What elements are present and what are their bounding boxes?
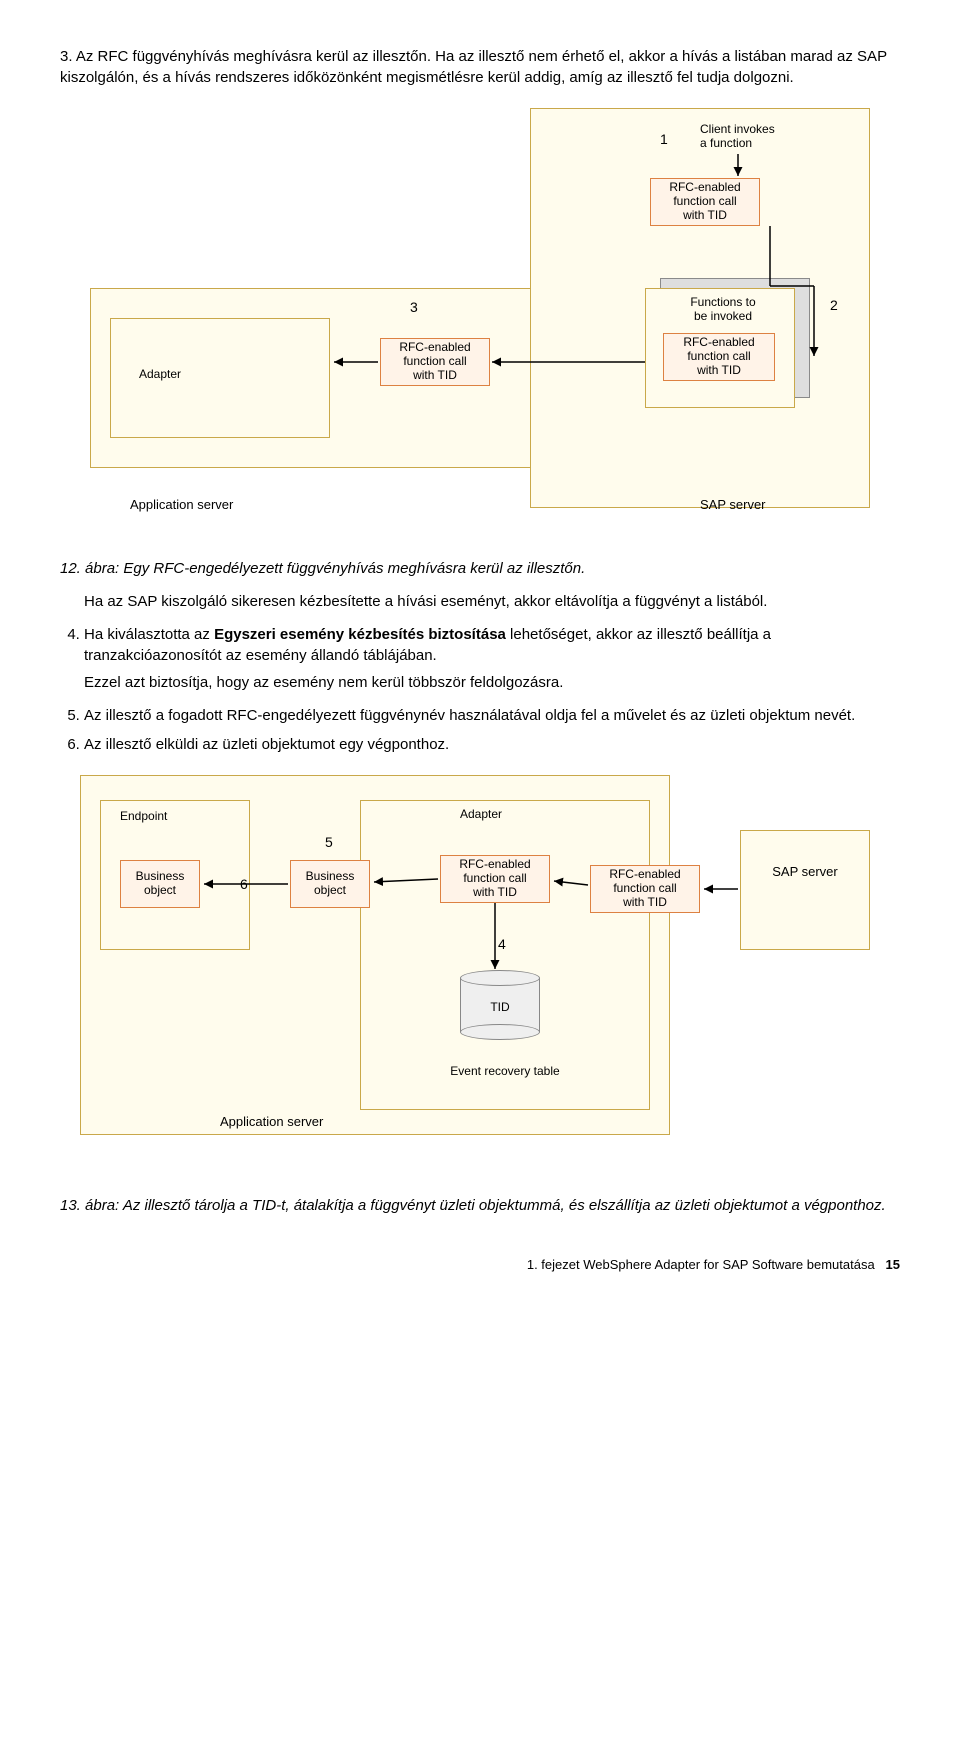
para-intro-text: Az RFC függvényhívás meghívásra kerül az…	[60, 48, 887, 86]
list-item-6: Az illesztő elküldi az üzleti objektumot…	[84, 734, 900, 755]
para-after-fig12: Ha az SAP kiszolgáló sikeresen kézbesíte…	[84, 591, 900, 612]
list-num-3: 3.	[60, 48, 73, 65]
li4-a: Ha kiválasztotta az	[84, 626, 214, 643]
list-item-4: Ha kiválasztotta az Egyszeri esemény kéz…	[84, 624, 900, 693]
page-footer: 1. fejezet WebSphere Adapter for SAP Sof…	[60, 1256, 900, 1274]
footer-text: 1. fejezet WebSphere Adapter for SAP Sof…	[527, 1257, 875, 1272]
diagram-1: 1 Client invokes a function RFC-enabled …	[90, 108, 870, 538]
para-intro: 3. Az RFC függvényhívás meghívásra kerül…	[60, 46, 900, 88]
diagram-1-arrows	[90, 108, 870, 538]
li4-c: Ezzel azt biztosítja, hogy az esemény ne…	[84, 672, 900, 693]
page-number: 15	[886, 1257, 900, 1272]
li4-bold: Egyszeri esemény kézbesítés biztosítása	[214, 626, 506, 643]
figure-caption-13: 13. ábra: Az illesztő tárolja a TID-t, á…	[60, 1195, 900, 1216]
numbered-list: Ha kiválasztotta az Egyszeri esemény kéz…	[60, 624, 900, 755]
figure-caption-12: 12. ábra: Egy RFC-engedélyezett függvény…	[60, 558, 900, 579]
diagram-2-arrows	[80, 775, 880, 1175]
list-item-5: Az illesztő a fogadott RFC-engedélyezett…	[84, 705, 900, 726]
diagram-2: Endpoint Business object Adapter 5 6 4 B…	[80, 775, 880, 1175]
